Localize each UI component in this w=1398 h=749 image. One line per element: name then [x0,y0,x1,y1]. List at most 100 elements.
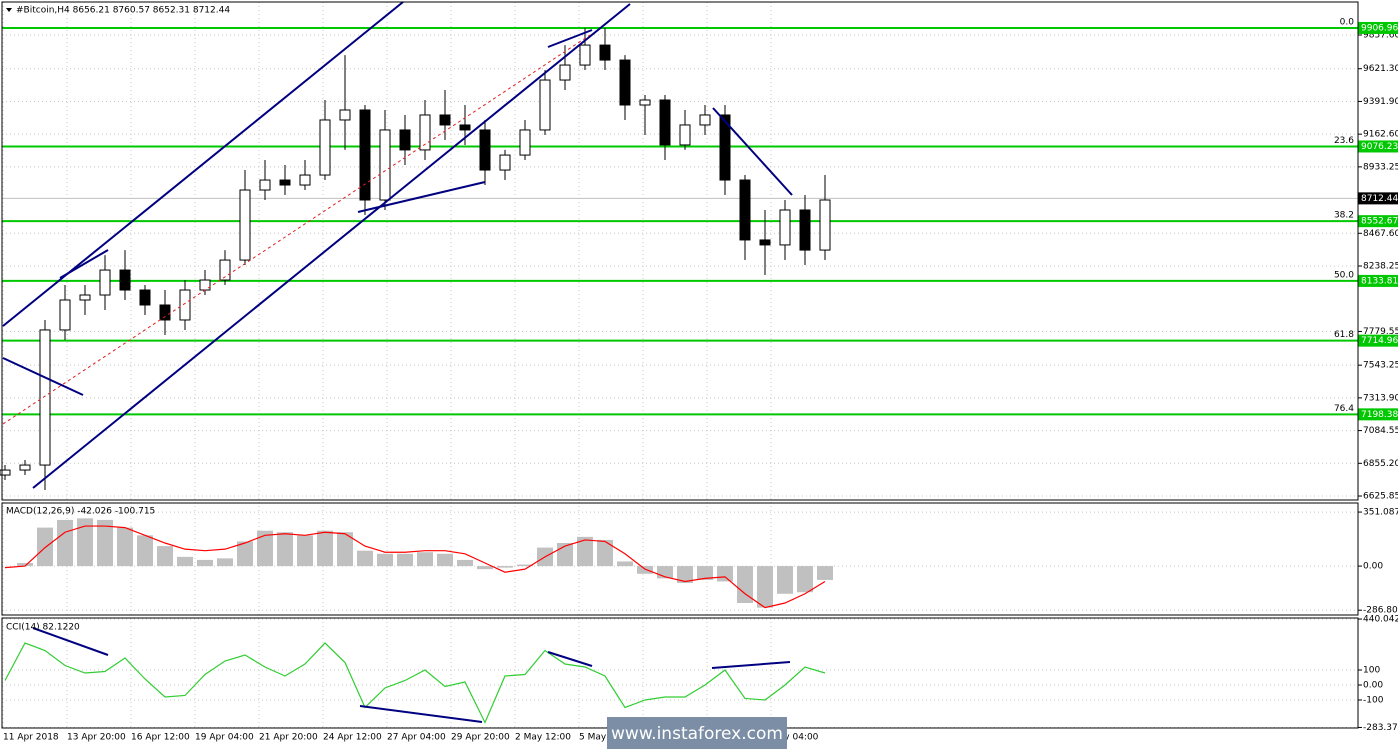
macd-bar [417,552,433,567]
y-tick-label: 9857.60 [1363,31,1398,41]
candle-body [519,129,531,156]
y-tick-label: -100 [1363,695,1384,705]
y-tick-label: -283.3729 [1363,723,1398,733]
fib-price: 7714.96 [1361,336,1398,346]
watermark-box [607,717,787,749]
candle-body [99,269,111,296]
candle-body [139,289,151,306]
last-price-box [1358,192,1398,205]
y-tick-label: 8933.25 [1363,162,1398,172]
y-tick-label: 7084.55 [1363,426,1398,436]
macd-bar [177,556,193,567]
x-tick-label: 19 Apr 04:00 [195,733,254,743]
candle-body [499,154,511,171]
y-tick-label: 7779.55 [1363,327,1398,337]
trendline [712,107,793,196]
candle-body [699,114,711,126]
candle-body [799,209,811,251]
fib-price: 9076.23 [1361,142,1398,152]
macd-bar [77,518,93,567]
trendline [357,181,486,213]
macd-bar [337,532,353,567]
fib-level: 0.0 [1340,17,1355,27]
candle-body [639,99,651,106]
macd-bar [377,553,393,567]
fib-price: 9906.96 [1361,23,1398,33]
macd-bar [277,532,293,567]
macd-bar [737,566,753,603]
macd-bar [617,561,633,567]
watermark: www.instaforex.com [611,724,783,744]
candle-body [619,59,631,106]
macd-bar [217,558,233,567]
fib-price-box [1358,140,1398,153]
candle-body [279,179,291,186]
candle-body [259,179,271,191]
fib-level: 76.4 [1334,404,1354,414]
candle-body [119,269,131,291]
candle-body [159,304,171,321]
fib-level: 61.8 [1334,330,1354,340]
x-tick-label: 21 Apr 20:00 [259,733,318,743]
candle-body [59,299,71,331]
trendline [359,705,483,723]
y-tick-label: 9621.30 [1363,64,1398,74]
macd-bar [97,519,113,567]
macd-bar [597,539,613,567]
macd-bar [457,559,473,567]
trendline [711,661,791,669]
fib-price: 7198.38 [1361,410,1398,420]
candle-body [579,44,591,66]
candle-body [19,464,31,471]
macd-bar [317,530,333,567]
trendline [547,651,593,667]
candle-body [719,114,731,181]
fibonacci: 0.0 9906.96 23.6 9076.23 38.2 8552.67 50.0 8133… [2,17,1398,421]
channel-lower [32,3,631,489]
fib-price-box [1358,408,1398,421]
x-tick-label: 2 May 12:00 [515,733,571,743]
macd-bar [577,536,593,567]
candle-body [459,124,471,131]
candle-body [559,64,571,81]
candle-body [659,99,671,146]
x-tick-label: 24 Apr 12:00 [323,733,382,743]
fib-price: 8133.81 [1361,276,1398,286]
macd-bar [637,566,653,574]
trendline [547,29,593,48]
macd-bar [717,566,733,582]
macd-title: MACD(12,26,9) -42.026 -100.715 [6,507,155,517]
fib-price-box [1358,215,1398,228]
y-tick-label: 7543.25 [1363,361,1398,371]
candle-body [219,259,231,281]
macd-bar [37,527,53,567]
macd-bar [17,563,33,567]
fib-level: 23.6 [1334,136,1354,146]
candle-body [0,469,11,476]
candle-body [39,329,51,466]
candle-body [79,294,91,301]
fib-price-box [1358,274,1398,287]
y-tick-label: 8238.25 [1363,262,1398,272]
candle-body [379,129,391,201]
candle-body [679,124,691,146]
macd-bar [817,566,833,580]
y-tick-label: 100 [1363,666,1380,676]
signal-line [4,525,826,609]
macd-bar [157,546,173,567]
candle-body [199,279,211,291]
macd-panel [1,502,1359,616]
trendline [59,249,109,279]
fib-level: 50.0 [1334,270,1354,280]
macd-bar [237,541,253,567]
fib-price: 8552.67 [1361,217,1398,227]
macd-bar [797,566,813,593]
x-tick-label: 29 Apr 20:00 [451,733,510,743]
y-tick-label: 9391.90 [1363,97,1398,107]
grid: 9857.60 9621.30 9391.90 9162.60 8933.25 8467.… [2,2,1398,733]
candle-body [239,189,251,261]
last-price: 8712.44 [1361,194,1398,204]
candle-body [759,239,771,246]
price-panel [1,1,1359,501]
